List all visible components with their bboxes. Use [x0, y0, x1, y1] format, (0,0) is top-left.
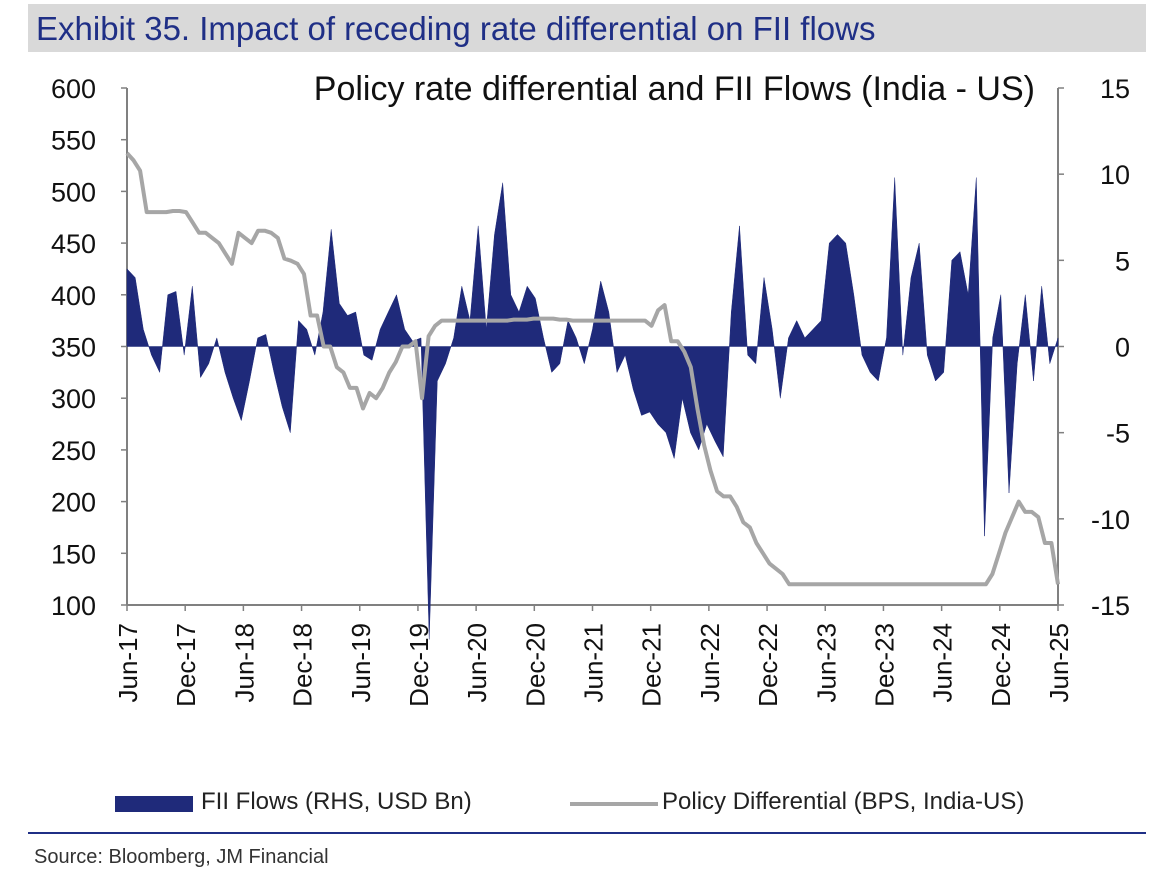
left-tick-label: 500	[51, 177, 96, 207]
right-tick-label: 5	[1115, 246, 1130, 276]
left-tick-label: 100	[51, 591, 96, 621]
x-tick-label: Jun-23	[811, 623, 841, 703]
left-tick-label: 350	[51, 333, 96, 363]
right-tick-label: -5	[1106, 419, 1130, 449]
exhibit-header: Exhibit 35. Impact of receding rate diff…	[28, 4, 1146, 52]
right-tick-label: 0	[1115, 333, 1130, 363]
x-tick-label: Dec-20	[520, 623, 550, 707]
x-tick-label: Jun-21	[579, 623, 609, 703]
chart-canvas: Policy rate differential and FII Flows (…	[51, 70, 1130, 707]
right-tick-label: 15	[1100, 74, 1130, 104]
exhibit-title: Exhibit 35. Impact of receding rate diff…	[36, 10, 876, 47]
x-tick-label: Dec-21	[637, 623, 667, 707]
left-tick-label: 450	[51, 229, 96, 259]
x-tick-label: Dec-23	[869, 623, 899, 707]
legend-label-fii: FII Flows (RHS, USD Bn)	[201, 788, 472, 815]
right-tick-label: 10	[1100, 160, 1130, 190]
x-tick-label: Dec-17	[171, 623, 201, 707]
left-tick-label: 250	[51, 436, 96, 466]
x-tick-label: Jun-17	[113, 623, 143, 703]
source-note: Source: Bloomberg, JM Financial	[34, 846, 329, 868]
left-tick-label: 550	[51, 126, 96, 156]
fii-flows-area	[126, 177, 1059, 640]
x-tick-label: Jun-18	[229, 623, 259, 703]
x-tick-label: Jun-19	[346, 623, 376, 703]
left-tick-label: 300	[51, 384, 96, 414]
left-tick-label: 600	[51, 74, 96, 104]
legend-swatch-fii	[115, 796, 193, 812]
right-tick-label: -15	[1091, 591, 1130, 621]
left-tick-label: 400	[51, 281, 96, 311]
right-tick-label: -10	[1091, 505, 1130, 535]
policy-differential-line	[125, 151, 1060, 587]
chart-title: Policy rate differential and FII Flows (…	[314, 70, 1035, 108]
x-tick-label: Jun-24	[928, 623, 958, 703]
legend-label-differential: Policy Differential (BPS, India-US)	[662, 788, 1025, 815]
left-tick-label: 150	[51, 539, 96, 569]
x-tick-label: Jun-25	[1044, 623, 1074, 703]
x-tick-label: Dec-24	[986, 623, 1016, 707]
x-tick-label: Dec-22	[753, 623, 783, 707]
legend-swatch-differential	[570, 802, 658, 806]
x-tick-label: Jun-20	[462, 623, 492, 703]
x-tick-label: Dec-18	[288, 623, 318, 707]
footer-rule	[28, 832, 1146, 834]
x-tick-label: Jun-22	[695, 623, 725, 703]
left-tick-label: 200	[51, 488, 96, 518]
